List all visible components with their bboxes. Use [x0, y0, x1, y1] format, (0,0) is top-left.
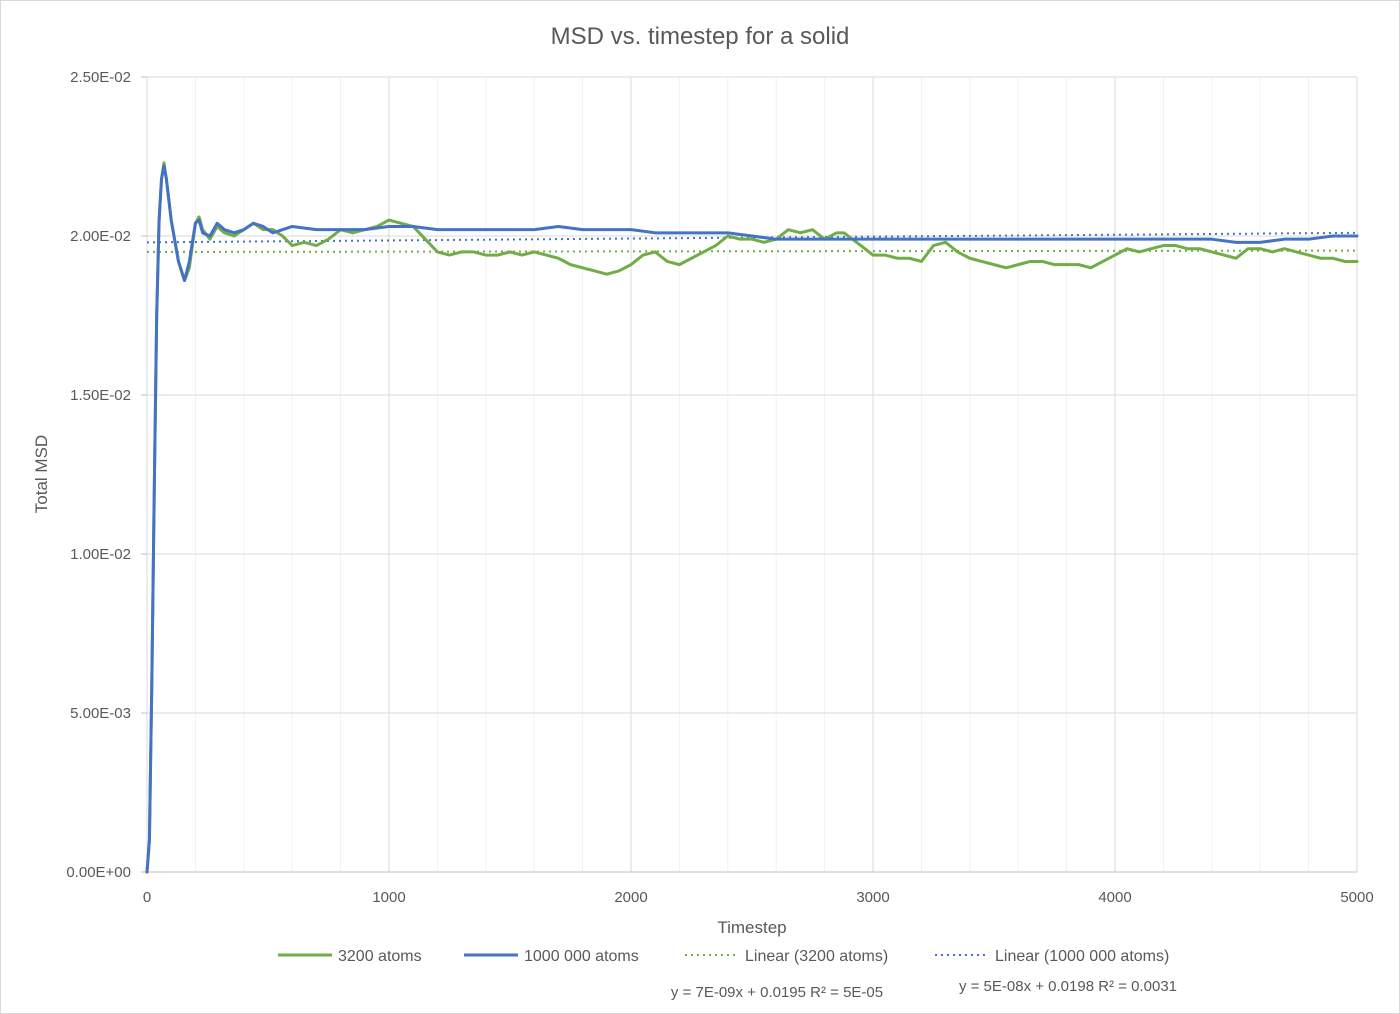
series-line-linear-1000-000-atoms [146, 231, 1358, 244]
y-tick-label: 2.00E-02 [70, 228, 131, 245]
legend-label: 3200 atoms [338, 948, 422, 965]
y-tick-label: 5.00E-03 [70, 705, 131, 722]
x-tick-label: 4000 [1098, 889, 1131, 906]
legend-label: 1000 000 atoms [524, 948, 639, 965]
plot-area [145, 161, 1359, 874]
legend-label: Linear (3200 atoms) [745, 948, 888, 965]
trendline-equation-3200: y = 7E-09x + 0.0195 R² = 5E-05 [671, 984, 883, 1001]
series-line-linear-3200-atoms [146, 249, 1358, 253]
x-tick-label: 3000 [856, 889, 889, 906]
series-line-3200-atoms [145, 161, 1359, 874]
y-tick-label: 2.50E-02 [70, 69, 131, 86]
x-tick-label: 5000 [1340, 889, 1373, 906]
x-axis-title: Timestep [717, 918, 786, 937]
trendline-equation-1000000: y = 5E-08x + 0.0198 R² = 0.0031 [959, 978, 1177, 995]
x-tick-label: 2000 [614, 889, 647, 906]
y-tick-labels: 0.00E+00 5.00E-03 1.00E-02 1.50E-02 2.00E-02… [66, 69, 131, 881]
y-tick-label: 0.00E+00 [66, 864, 131, 881]
y-axis-title: Total MSD [32, 435, 51, 513]
axes [141, 76, 1357, 873]
y-tick-label: 1.50E-02 [70, 387, 131, 404]
series-line-1000-000-atoms [145, 164, 1359, 874]
legend: 3200 atoms 1000 000 atoms Linear (3200 ato… [278, 948, 1169, 965]
y-tick-label: 1.00E-02 [70, 546, 131, 563]
x-tick-label: 1000 [372, 889, 405, 906]
x-tick-label: 0 [143, 889, 151, 906]
gridlines [147, 76, 1358, 872]
x-tick-labels: 0 1000 2000 3000 4000 5000 [143, 889, 1374, 906]
legend-label: Linear (1000 000 atoms) [995, 948, 1169, 965]
chart-title: MSD vs. timestep for a solid [551, 23, 850, 50]
